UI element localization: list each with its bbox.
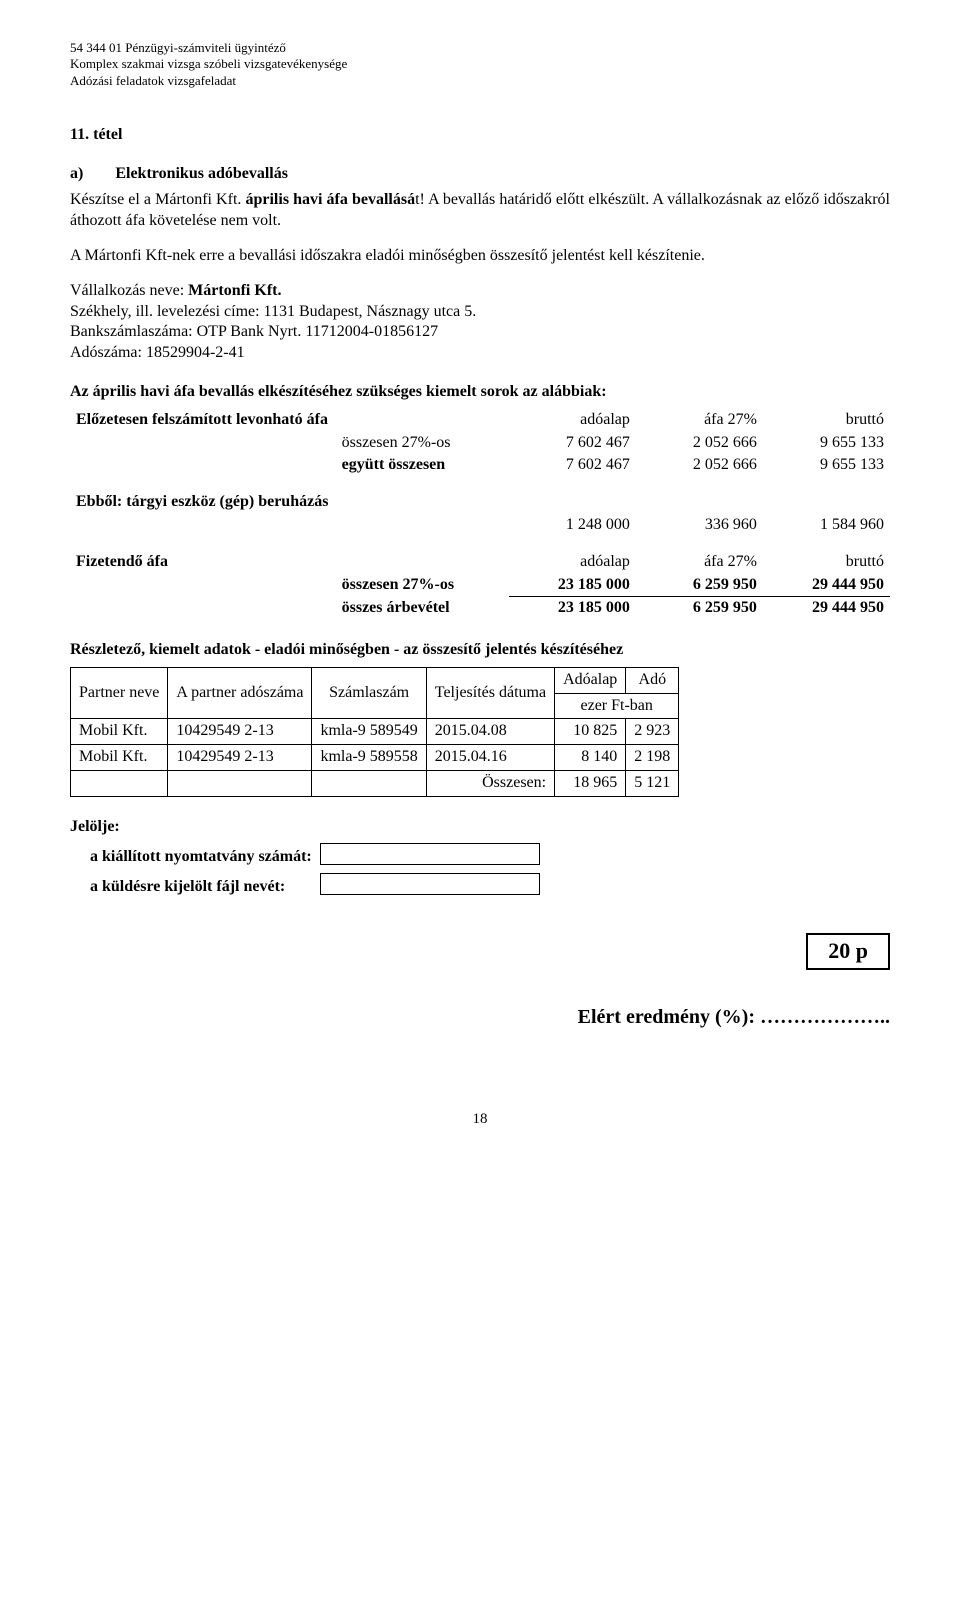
szekhely-line: Székhely, ill. levelezési címe: 1131 Bud… [70, 302, 890, 323]
fajlnev-input[interactable] [320, 873, 540, 895]
row-label: együtt összesen [336, 454, 509, 477]
ebbol-table: Ebből: tárgyi eszköz (gép) beruházás 1 2… [70, 491, 890, 537]
kiemelt-sorok-title: Az április havi áfa bevallás elkészítésé… [70, 382, 890, 403]
table-sum-row: Összesen: 18 965 5 121 [71, 771, 679, 797]
cell-ado: 2 198 [626, 745, 679, 771]
fizetendo-table: Fizetendő áfa adóalap áfa 27% bruttó öss… [70, 551, 890, 620]
cell-value: 7 602 467 [509, 454, 636, 477]
row-label: összes árbevétel [336, 597, 509, 620]
jelolje-l1: a kiállított nyomtatvány számát: [70, 842, 316, 873]
th-adoalap: Adóalap [555, 667, 626, 693]
tetel-title: 11. tétel [70, 125, 890, 146]
cell-value: 1 584 960 [763, 514, 890, 537]
th-adoszam: A partner adószáma [168, 667, 312, 719]
jelolje-title: Jelölje: [70, 817, 890, 838]
elozetesen-title: Előzetesen felszámított levonható áfa [70, 409, 336, 432]
page-number: 18 [70, 1110, 890, 1130]
cell-value: 336 960 [636, 514, 763, 537]
row-label: összesen 27%-os [336, 574, 509, 597]
intro-paragraph-2: A Mártonfi Kft-nek erre a bevallási idős… [70, 246, 890, 267]
jelolje-table: a kiállított nyomtatvány számát: a küldé… [70, 842, 544, 904]
cell-value: 9 655 133 [763, 454, 890, 477]
cell-value: 2 052 666 [636, 454, 763, 477]
elozetesen-table: Előzetesen felszámított levonható áfa ad… [70, 409, 890, 477]
fizetendo-title: Fizetendő áfa [70, 551, 336, 574]
th-datum: Teljesítés dátuma [426, 667, 554, 719]
bankszamla-line: Bankszámlaszáma: OTP Bank Nyrt. 11712004… [70, 322, 890, 343]
header-line-3: Adózási feladatok vizsgafeladat [70, 73, 890, 89]
cell-value: 7 602 467 [509, 432, 636, 455]
result-line: Elért eredmény (%): ……………….. [70, 1004, 890, 1030]
intro-pre: Készítse el a Mártonfi Kft. [70, 191, 245, 208]
vallalkozas-pre: Vállalkozás neve: [70, 282, 188, 299]
jelolje-l2: a küldésre kijelölt fájl nevét: [70, 872, 316, 903]
header-line-1: 54 344 01 Pénzügyi-számviteli ügyintéző [70, 40, 890, 56]
table-row: Mobil Kft. 10429549 2-13 kmla-9 589549 2… [71, 719, 679, 745]
th-szamla: Számlaszám [312, 667, 426, 719]
table-row: Mobil Kft. 10429549 2-13 kmla-9 589558 2… [71, 745, 679, 771]
partner-table: Partner neve A partner adószáma Számlasz… [70, 667, 679, 797]
col-afa: áfa 27% [636, 551, 763, 574]
cell-value: 9 655 133 [763, 432, 890, 455]
cell-adoszam: 10429549 2-13 [168, 745, 312, 771]
th-ezer: ezer Ft-ban [555, 693, 679, 719]
doc-header: 54 344 01 Pénzügyi-számviteli ügyintéző … [70, 40, 890, 89]
cell-value: 29 444 950 [763, 597, 890, 620]
col-adoalap: adóalap [509, 551, 636, 574]
cell-adoszam: 10429549 2-13 [168, 719, 312, 745]
adoszam-line: Adószáma: 18529904-2-41 [70, 343, 890, 364]
cell-value: 2 052 666 [636, 432, 763, 455]
cell-adoalap: 8 140 [555, 745, 626, 771]
cell-datum: 2015.04.08 [426, 719, 554, 745]
cell-value: 1 248 000 [509, 514, 636, 537]
cell-szamla: kmla-9 589558 [312, 745, 426, 771]
cell-value: 29 444 950 [763, 574, 890, 597]
row-label: összesen 27%-os [336, 432, 509, 455]
cell-partner: Mobil Kft. [71, 745, 168, 771]
cell-sum-ado: 5 121 [626, 771, 679, 797]
score-box: 20 p [806, 933, 890, 970]
cell-szamla: kmla-9 589549 [312, 719, 426, 745]
reszletezo-title: Részletező, kiemelt adatok - eladói minő… [70, 640, 890, 661]
cell-sum-label: Összesen: [426, 771, 554, 797]
cell-value: 23 185 000 [509, 597, 636, 620]
nyomtatvany-input[interactable] [320, 843, 540, 865]
item-a-label: a) [70, 165, 83, 182]
vallalkozas-bold: Mártonfi Kft. [188, 282, 281, 299]
col-afa: áfa 27% [636, 409, 763, 432]
th-partner: Partner neve [71, 667, 168, 719]
cell-value: 6 259 950 [636, 597, 763, 620]
th-ado: Adó [626, 667, 679, 693]
header-line-2: Komplex szakmai vizsga szóbeli vizsgatev… [70, 56, 890, 72]
vallalkozas-line: Vállalkozás neve: Mártonfi Kft. [70, 281, 890, 302]
col-adoalap: adóalap [509, 409, 636, 432]
ebbol-label: Ebből: tárgyi eszköz (gép) beruházás [70, 491, 509, 514]
item-a-title: Elektronikus adóbevallás [115, 165, 288, 182]
cell-sum-adoalap: 18 965 [555, 771, 626, 797]
col-brutto: bruttó [763, 551, 890, 574]
cell-value: 6 259 950 [636, 574, 763, 597]
col-brutto: bruttó [763, 409, 890, 432]
cell-value: 23 185 000 [509, 574, 636, 597]
cell-datum: 2015.04.16 [426, 745, 554, 771]
intro-bold: április havi áfa bevallásá [245, 191, 415, 208]
cell-partner: Mobil Kft. [71, 719, 168, 745]
intro-paragraph-1: Készítse el a Mártonfi Kft. április havi… [70, 190, 890, 232]
cell-ado: 2 923 [626, 719, 679, 745]
cell-adoalap: 10 825 [555, 719, 626, 745]
